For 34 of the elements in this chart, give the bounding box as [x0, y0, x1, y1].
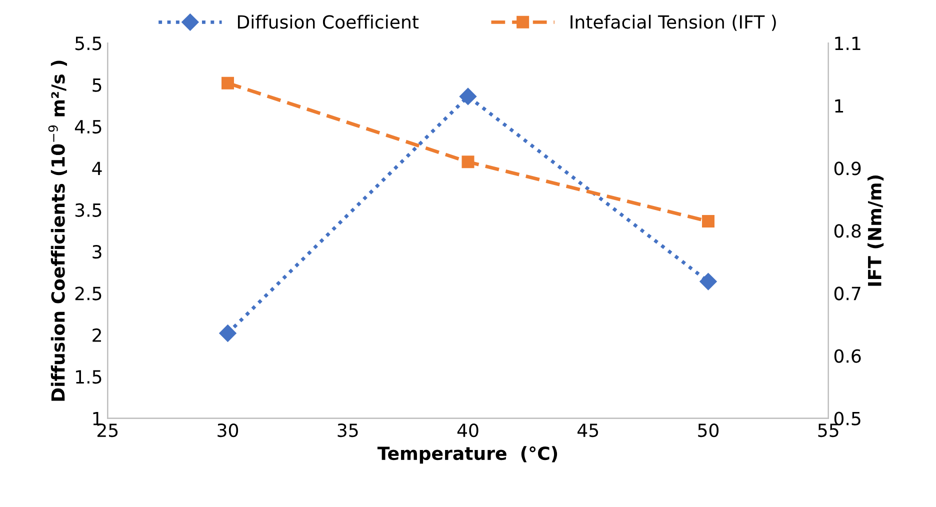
- point: [462, 156, 474, 168]
- y2-tick-label: 0.5: [834, 412, 860, 426]
- x-tick-label: 35: [338, 423, 358, 438]
- point: [222, 76, 234, 90]
- y2-tick-label: 0.7: [834, 286, 860, 300]
- x-tick-label: 30: [218, 423, 238, 438]
- x-tick-label: 50: [698, 423, 719, 438]
- y-tick-label: 5: [92, 78, 102, 92]
- point: [700, 272, 717, 290]
- y-tick-label: 2: [92, 328, 101, 342]
- y-tick-label: 2.5: [75, 286, 102, 300]
- point: [702, 215, 714, 228]
- x-tick-label: 25: [97, 423, 118, 438]
- point: [459, 88, 477, 106]
- y2-tick-label: 1: [835, 99, 844, 112]
- y-tick-label: 1.5: [76, 370, 102, 384]
- legend-label: Intefacial Tension (IFT ): [570, 14, 776, 31]
- y2-tick-label: 1.1: [835, 36, 860, 50]
- y-axis-title: Diffusion Coefficients (10$^{−9}$ m²/s ): [48, 60, 67, 401]
- y-tick-label: 3: [92, 244, 102, 259]
- y-tick-label: 4: [92, 162, 102, 176]
- y2-tick-label: 0.6: [834, 349, 861, 363]
- x-tick-label: 55: [818, 424, 838, 438]
- y-tick-label: 5.5: [75, 36, 102, 50]
- x-tick-label: 45: [578, 424, 598, 438]
- legend-label: Diffusion Coefficient: [238, 14, 419, 29]
- x-tick-label: 40: [457, 423, 478, 438]
- y2-tick-label: 0.9: [834, 162, 861, 176]
- y2-axis-title: IFT (Nm/m): [868, 175, 884, 286]
- y-tick-label: 4.5: [74, 120, 102, 134]
- point: [219, 324, 236, 342]
- y2-tick-label: 0.8: [834, 224, 861, 238]
- x-axis-title: Temperature (°C): [377, 446, 558, 464]
- y-tick-label: 3.5: [75, 203, 102, 217]
